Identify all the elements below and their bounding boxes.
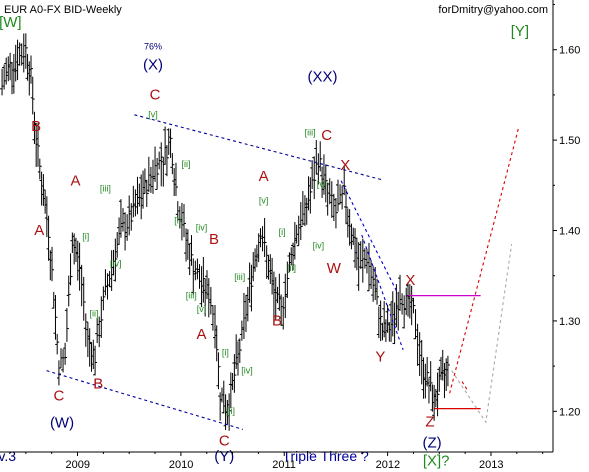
wave-label: C: [53, 387, 64, 404]
wave-label: [X]?: [423, 453, 450, 470]
wave-label: [ii]: [287, 263, 296, 273]
wave-label: B: [209, 231, 219, 248]
wave-label: [iii]: [100, 184, 111, 194]
author-label: forDmitry@yahoo.com: [438, 4, 548, 16]
wave-label: (Z): [422, 434, 441, 451]
wave-label: (W): [50, 415, 74, 432]
wave-label: (Y): [214, 448, 234, 465]
wave-label: [ii]: [226, 406, 235, 416]
trendline-upper-left: [134, 114, 383, 181]
wave-label: B: [93, 376, 103, 393]
wave-label: (X): [143, 57, 163, 74]
year-tick-label: 2012: [376, 459, 400, 471]
wave-label: W: [327, 260, 342, 277]
price-bars: [0, 33, 450, 431]
year-tick-label: 2013: [479, 459, 503, 471]
wave-label: A: [70, 172, 80, 189]
wave-label: [iii]: [305, 128, 316, 138]
wave-label: C: [219, 433, 230, 450]
wave-label: v.3: [0, 448, 16, 464]
wave-label: [iv]: [110, 259, 122, 269]
wave-label: [i]: [279, 227, 286, 237]
wave-label: X: [340, 157, 350, 174]
trendline-channel-lower: [361, 234, 404, 351]
wave-label: Z: [425, 414, 434, 431]
year-tick-label: 2010: [169, 459, 193, 471]
wave-label: Y: [375, 349, 385, 366]
wave-label: 76%: [144, 42, 162, 52]
wave-label: [i]: [82, 232, 89, 242]
wave-label: B: [31, 118, 41, 135]
wave-label: [i]: [222, 347, 229, 357]
price-tick-label: 1.50: [559, 135, 580, 147]
price-tick-label: 1.60: [559, 45, 580, 57]
wave-label: [W]: [0, 14, 22, 31]
price-tick-label: 1.40: [559, 226, 580, 238]
wave-label: [v]: [197, 304, 207, 314]
price-tick-label: 1.20: [559, 406, 580, 418]
year-tick-label: 2009: [66, 459, 90, 471]
trendline-projection-red: [449, 126, 520, 394]
wave-label: C: [321, 127, 332, 144]
wave-label: [iii]: [186, 290, 197, 300]
wave-label: [v]: [148, 110, 158, 120]
wave-label: C: [150, 86, 161, 103]
chart-title: EUR A0-FX BID-Weekly: [4, 4, 122, 16]
wave-label: A: [34, 222, 44, 239]
wave-label: A: [197, 326, 207, 343]
wave-label: [v]: [317, 179, 327, 189]
trendline-projection-gray: [451, 244, 513, 424]
price-tick-label: 1.30: [559, 316, 580, 328]
wave-label: [iv]: [241, 365, 253, 375]
wave-label: [iv]: [196, 223, 208, 233]
wave-label: [ii]: [90, 308, 99, 318]
wave-label: X: [405, 272, 415, 289]
year-tick-label: 2011: [272, 459, 296, 471]
wave-label: [i]: [174, 215, 181, 225]
wave-label: A: [259, 168, 269, 185]
trendline-lower-left: [46, 370, 244, 430]
wave-label: [v]: [259, 195, 269, 205]
wave-label: [ii]: [182, 159, 191, 169]
wave-label: [iii]: [234, 272, 245, 282]
wave-annotations: [W]BAC(W)AB[i][ii][iii][iv]76%(X)C[v][ii…: [0, 14, 529, 469]
wave-label: B: [272, 312, 282, 329]
trendline-projection-red-short: [461, 381, 469, 392]
wave-label: [Y]: [511, 23, 529, 40]
wave-label: [iv]: [313, 241, 325, 251]
wave-label: (XX): [307, 68, 337, 85]
trendlines: [46, 114, 520, 430]
